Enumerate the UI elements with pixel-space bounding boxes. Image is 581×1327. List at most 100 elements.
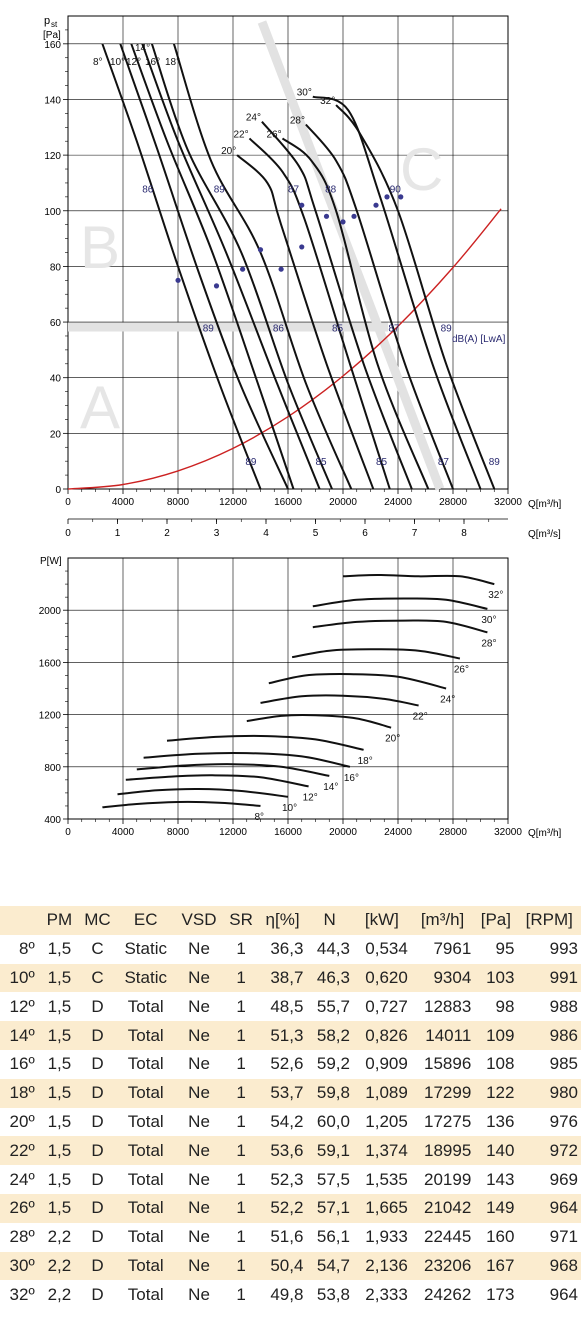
blade-angle-cell: 22º: [9, 1140, 35, 1160]
power-chart: 0 4000 8000 12000 16000 20000 24000 28000 32000 4…: [39, 556, 562, 839]
x-tick-label: 16000: [274, 827, 302, 838]
table-cell: 1: [236, 967, 246, 987]
table-header-cell: [Pa]: [480, 910, 511, 930]
table-cell: 2,333: [365, 1284, 408, 1304]
table-cell: 1,5: [47, 967, 72, 987]
power-angle-label: 24°: [440, 695, 455, 706]
operating-point: [299, 202, 305, 208]
x-tick-label: 32000: [494, 827, 522, 838]
table-row: 26º 1,5 D Total Ne 1 52,2 57,1 1,665 21042 149 964: [0, 1193, 581, 1223]
pressure-labels: 8° 10° 12° 14° 16° 18° 20° 22° 24° 26° 28° 30° 32° 86…: [93, 43, 500, 468]
table-cell: 1,5: [47, 1083, 72, 1103]
table-header-cell: [RPM]: [525, 910, 573, 930]
table-cell: D: [91, 1025, 104, 1045]
table-cell: 1: [236, 1025, 246, 1045]
x-tick-label: 24000: [384, 827, 412, 838]
table-row: 18º 1,5 D Total Ne 1 53,7 59,8 1,089 17299 122 980: [0, 1078, 581, 1108]
table-cell: D: [91, 1054, 104, 1074]
table-cell: 1,5: [47, 996, 72, 1016]
y-tick-label: 1200: [39, 711, 62, 722]
table-cell: Total: [127, 1198, 164, 1218]
table-row: 32º 2,2 D Total Ne 1 49,8 53,8 2,333 24262 173 964: [0, 1280, 581, 1309]
table-cell: 1: [236, 1169, 246, 1189]
table-cell: Total: [127, 1227, 164, 1247]
table-row: 10º 1,5 C Static Ne 1 38,7 46,3 0,620 9304 103 991: [0, 963, 581, 993]
x-tick-label: 0: [65, 827, 71, 838]
table-row: 20º 1,5 D Total Ne 1 54,2 60,0 1,205 17275 136 976: [0, 1108, 581, 1137]
table-header-cell: PM: [46, 910, 73, 930]
table-row: 30º 2,2 D Total Ne 1 50,4 54,7 2,136 23206 167 968: [0, 1251, 581, 1281]
table-cell: 9304: [433, 967, 472, 987]
table-cell: 2,2: [47, 1227, 72, 1247]
table-cell: Ne: [188, 1054, 210, 1074]
table-cell: Static: [124, 967, 167, 987]
x2-tick-label: 0: [65, 528, 71, 539]
table-cell: Total: [127, 996, 164, 1016]
power-angle-label: 8°: [255, 812, 265, 823]
operating-point: [398, 194, 404, 200]
y-tick-label: 0: [55, 485, 61, 496]
table-cell: Total: [127, 1255, 164, 1275]
power-angle-label: 26°: [454, 664, 469, 675]
table-cell: Static: [124, 939, 167, 959]
fan-curve: [261, 121, 413, 490]
blade-angle-cell: 26º: [9, 1198, 35, 1218]
y-tick-label: 2000: [39, 606, 62, 617]
noise-label: 86: [142, 185, 154, 196]
table-cell: 1,5: [47, 1111, 72, 1131]
noise-label: 85: [376, 457, 388, 468]
power-curve: [291, 648, 461, 660]
y-tick-label: 400: [44, 815, 61, 826]
table-cell: Ne: [188, 1284, 210, 1304]
y-axis-unit: [Pa]: [43, 30, 61, 41]
blade-angle-cell: 28º: [9, 1227, 35, 1247]
table-cell: 1,205: [365, 1111, 408, 1131]
x2-tick-label: 3: [214, 528, 220, 539]
operating-point: [299, 244, 305, 250]
noise-label: 85: [332, 324, 344, 335]
table-cell: 149: [486, 1198, 515, 1218]
power-x-axis-label: Q[m³/h]: [528, 828, 562, 839]
table-cell: 12883: [424, 996, 472, 1016]
noise-label: 87: [438, 457, 450, 468]
table-header-cell: [kW]: [364, 910, 399, 930]
y-axis-label: p: [44, 15, 50, 27]
power-curve: [102, 800, 261, 809]
table-cell: 1,5: [47, 1054, 72, 1074]
table-cell: 52,2: [270, 1198, 304, 1218]
operating-point: [175, 277, 181, 283]
curve-angle-label: 32°: [320, 96, 335, 107]
table-cell: D: [91, 1111, 104, 1131]
fan-curve: [305, 123, 454, 490]
table-cell: 1: [236, 1054, 246, 1074]
table-cell: 38,7: [270, 967, 304, 987]
table-cell: 964: [549, 1284, 578, 1304]
table-cell: 1,535: [365, 1169, 408, 1189]
table-row: 24º 1,5 D Total Ne 1 52,3 57,5 1,535 20199 143 969: [0, 1165, 581, 1194]
power-curve: [117, 787, 289, 798]
table-cell: Ne: [188, 1111, 210, 1131]
table-cell: 0,727: [365, 996, 408, 1016]
table-header-cell: MC: [84, 910, 111, 930]
y-tick-label: 1600: [39, 658, 62, 669]
table-header-cell: EC: [133, 910, 158, 930]
table-cell: 1,089: [365, 1083, 408, 1103]
operating-point: [351, 213, 357, 219]
table-cell: D: [91, 1169, 104, 1189]
y-tick-label: 60: [50, 318, 62, 329]
table-cell: 976: [549, 1111, 578, 1131]
noise-label: 85: [315, 457, 327, 468]
table-cell: 56,1: [316, 1227, 350, 1247]
table-cell: Total: [127, 1169, 164, 1189]
curve-angle-label: 16°: [145, 57, 160, 68]
curve-angle-label: 18°: [165, 57, 180, 68]
table-cell: C: [91, 939, 104, 959]
table-cell: Ne: [188, 1255, 210, 1275]
table-cell: Ne: [188, 1227, 210, 1247]
table-cell: 52,3: [270, 1169, 304, 1189]
blade-angle-cell: 12º: [9, 996, 35, 1016]
blade-angle-cell: 8º: [18, 939, 35, 959]
power-angle-label: 28°: [481, 638, 496, 649]
table-cell: Total: [127, 1083, 164, 1103]
table-cell: 59,2: [316, 1054, 350, 1074]
